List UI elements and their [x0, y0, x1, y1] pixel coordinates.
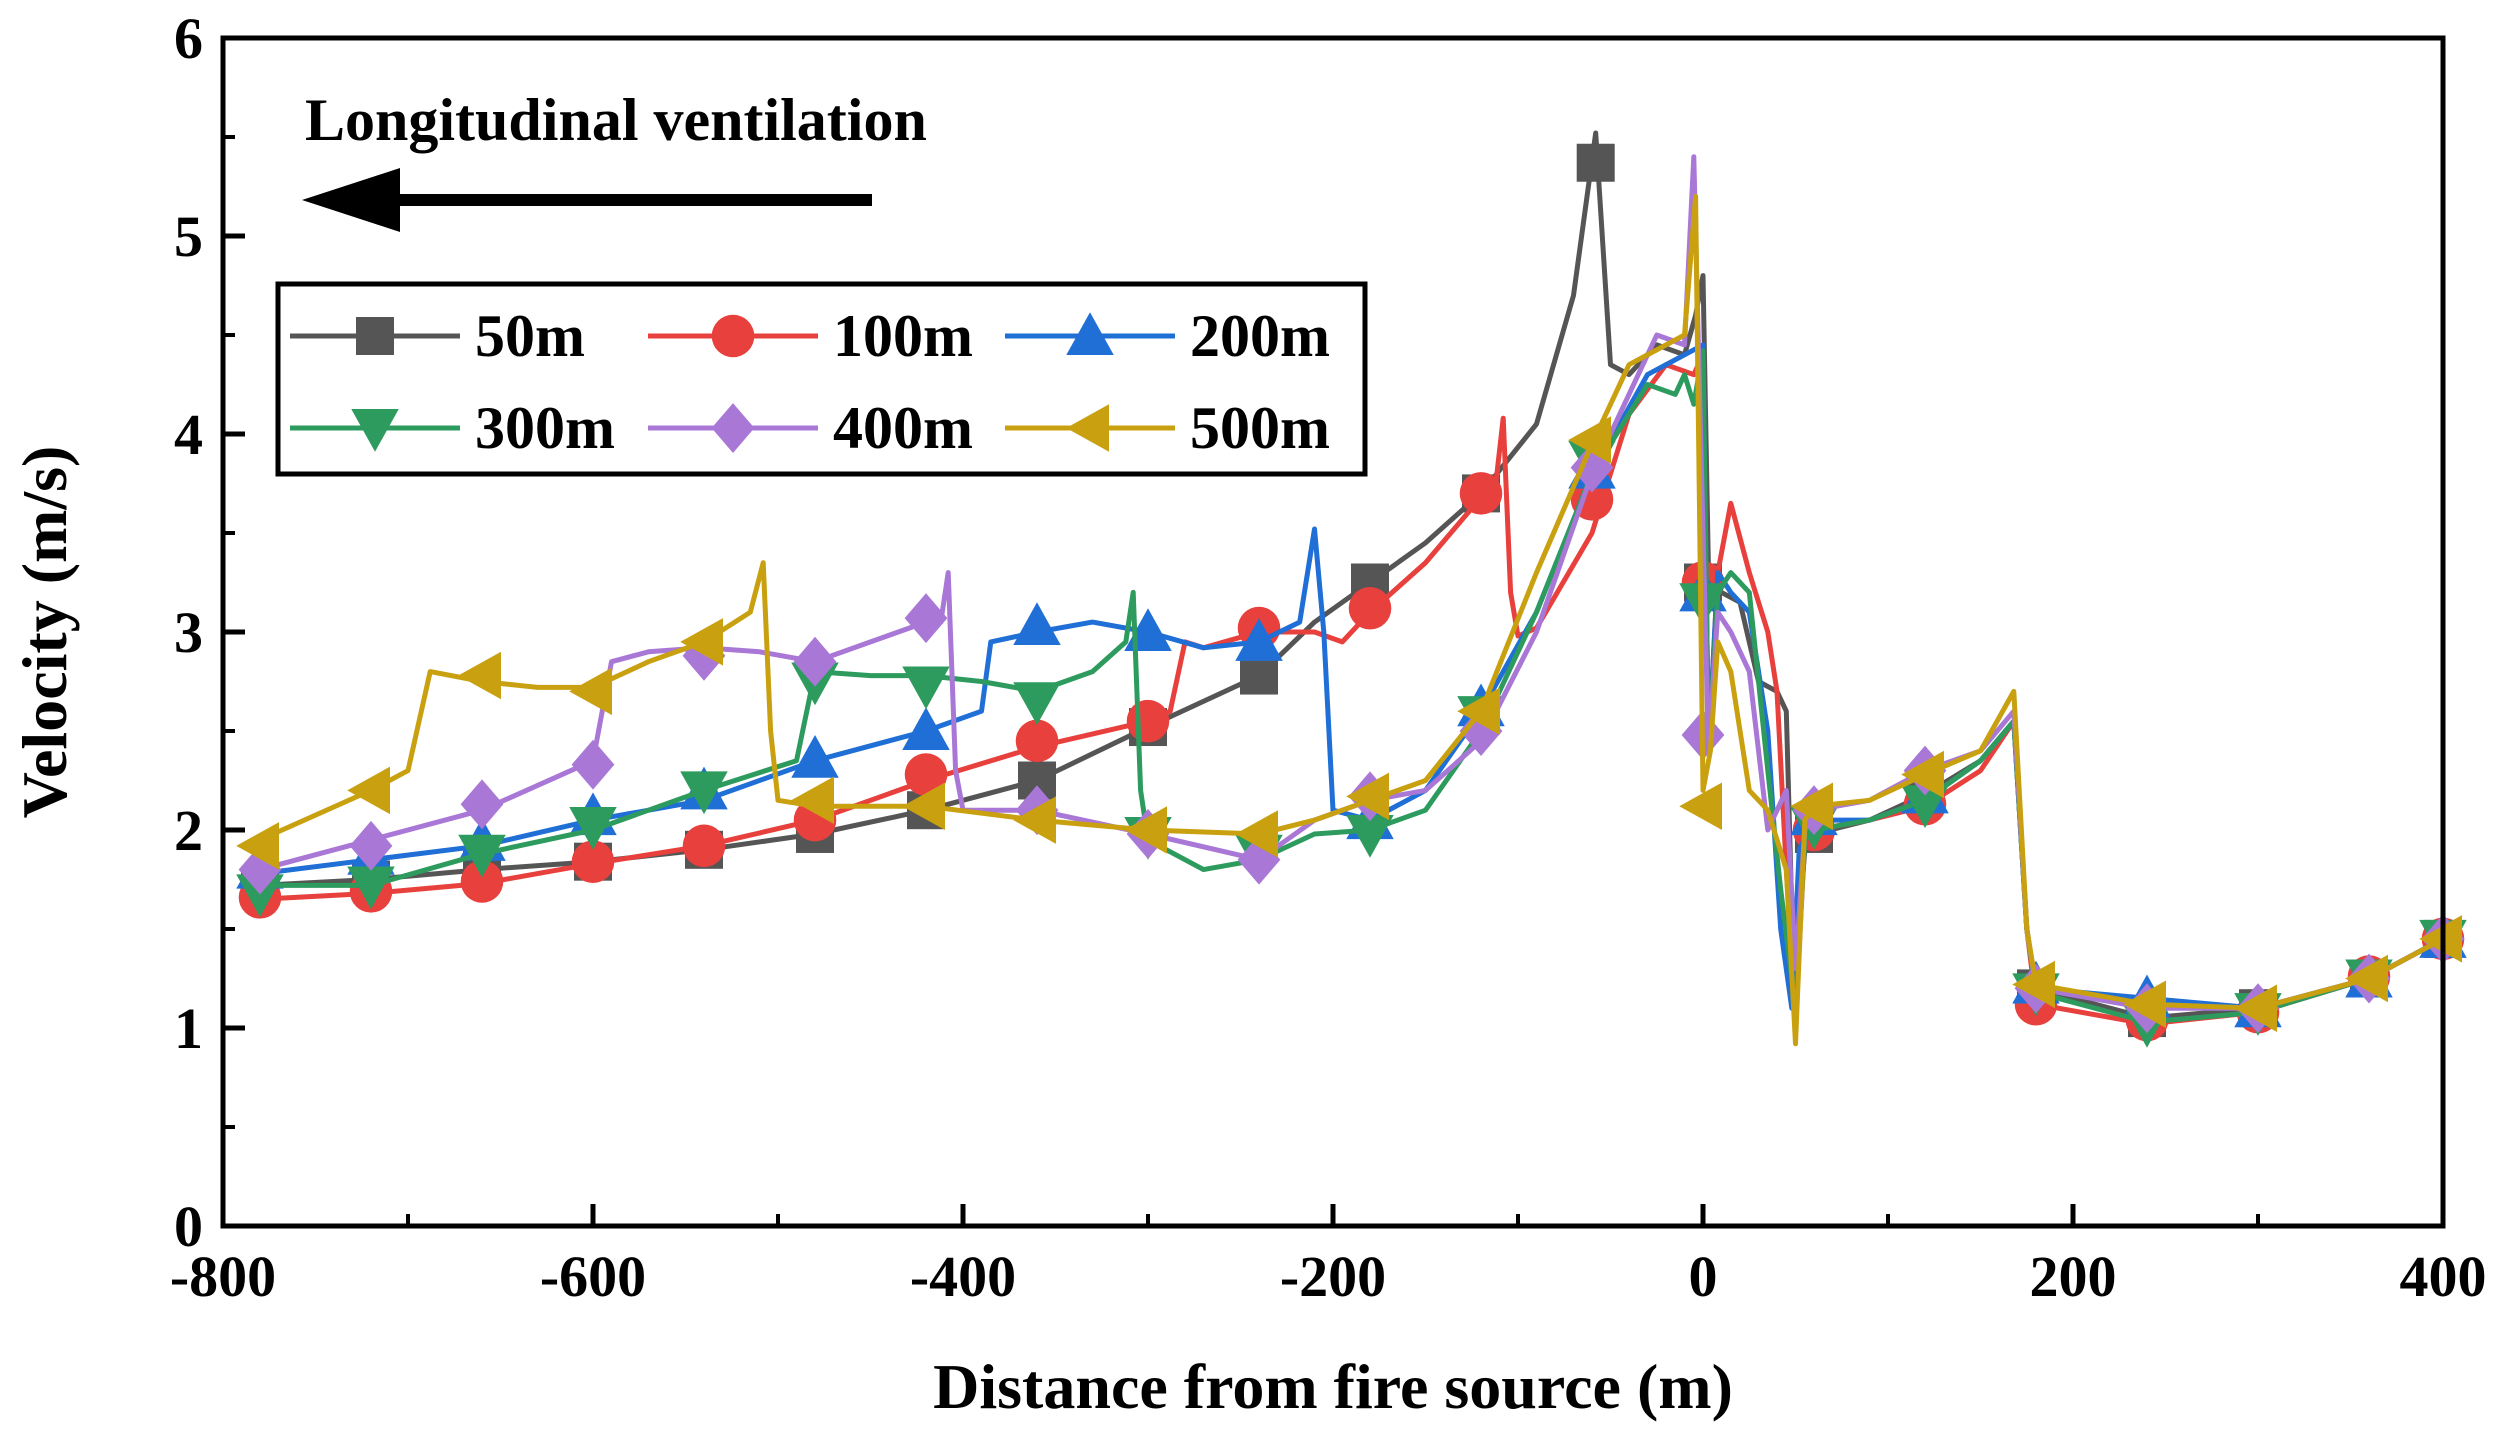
- tick-labels: -800 -600 -400 -200 0 200 400 0 1 2 3 4 5 6: [170, 6, 2487, 1309]
- marker-200m-9: [1235, 618, 1283, 661]
- ventilation-annotation: Longitudinal ventilation: [305, 87, 927, 153]
- marker-100m-6: [904, 753, 948, 796]
- y-axis-title: Velocity (m/s): [9, 446, 80, 819]
- legend-label: 50m: [475, 303, 585, 369]
- marker-400m-1: [349, 820, 393, 871]
- marker-500m-18: [2234, 984, 2277, 1032]
- y-tick-label: 3: [174, 600, 203, 665]
- legend-label: 500m: [1190, 395, 1330, 461]
- y-tick-label: 4: [174, 402, 203, 467]
- legend-entry-400m: 400m: [648, 395, 973, 461]
- marker-100m-2: [460, 860, 504, 903]
- legend-label: 200m: [1190, 303, 1330, 369]
- marker-300m-10: [1346, 814, 1394, 858]
- marker-100m-4: [682, 824, 726, 868]
- x-axis-title: Distance from fire source (m): [933, 1351, 1733, 1422]
- marker-500m-2: [458, 651, 501, 700]
- x-tick-label: 200: [2030, 1244, 2117, 1309]
- x-tick-label: -400: [910, 1244, 1016, 1309]
- legend-marker-300m: [351, 409, 399, 452]
- marker-500m-16: [2012, 960, 2055, 1009]
- marker-500m-3: [569, 667, 612, 716]
- marker-500m-7: [1013, 796, 1056, 844]
- marker-500m-14: [1790, 782, 1833, 830]
- marker-500m-6: [902, 782, 945, 830]
- marker-500m-15: [1901, 750, 1944, 799]
- legend-entry-200m: 200m: [1005, 303, 1330, 369]
- marker-200m-7: [1013, 602, 1061, 646]
- marker-500m-19: [2345, 954, 2388, 1003]
- marker-500m-0: [236, 822, 279, 870]
- marker-100m-11: [1459, 472, 1503, 515]
- legend-marker-400m: [711, 403, 755, 453]
- marker-300m-0: [236, 874, 284, 918]
- legend: 50m 100m 200m 300m 400m 500m: [275, 281, 1368, 477]
- marker-500m-4: [680, 618, 723, 666]
- legend-label: 300m: [475, 395, 615, 461]
- x-tick-label: -200: [1280, 1244, 1386, 1309]
- marker-500m-12: [1568, 416, 1611, 464]
- y-tick-label: 1: [174, 996, 203, 1061]
- legend-entry-100m: 100m: [648, 303, 973, 369]
- legend-label: 100m: [833, 303, 973, 369]
- legend-marker-100m: [711, 314, 755, 358]
- marker-500m-11: [1457, 687, 1500, 735]
- marker-500m-10: [1346, 772, 1389, 821]
- x-tick-label: -600: [540, 1244, 646, 1309]
- y-tick-label: 5: [174, 204, 203, 269]
- ventilation-arrow: [302, 168, 872, 232]
- x-tick-label: 400: [2400, 1244, 2487, 1309]
- marker-300m-2: [458, 834, 506, 878]
- y-tick-label: 2: [174, 798, 203, 863]
- series-layer: [236, 130, 2467, 1048]
- marker-400m-3: [571, 739, 615, 790]
- legend-marker-200m: [1066, 312, 1114, 355]
- marker-100m-8: [1126, 699, 1170, 743]
- marker-300m-3: [569, 807, 617, 850]
- y-tick-label: 6: [174, 6, 203, 71]
- marker-500m-13: [1679, 782, 1722, 830]
- marker-300m-6: [902, 666, 950, 710]
- legend-label: 400m: [833, 395, 973, 461]
- marker-100m-7: [1015, 719, 1059, 763]
- y-tick-label: 0: [174, 1194, 203, 1259]
- marker-200m-5: [791, 734, 839, 778]
- x-tick-label: -800: [170, 1244, 276, 1309]
- marker-500m-9: [1235, 810, 1278, 858]
- marker-50m-12: [1576, 143, 1615, 182]
- marker-300m-7: [1013, 682, 1061, 726]
- legend-marker-500m: [1066, 404, 1109, 452]
- legend-marker-50m: [356, 317, 394, 355]
- marker-400m-5: [793, 636, 837, 687]
- marker-500m-5: [791, 776, 834, 825]
- legend-entry-500m: 500m: [1005, 395, 1330, 461]
- ticks-layer: [220, 35, 2446, 1229]
- marker-100m-3: [571, 840, 615, 883]
- marker-50m-9: [1240, 656, 1278, 695]
- legend-entry-50m: 50m: [290, 303, 585, 369]
- x-tick-label: 0: [1689, 1244, 1718, 1309]
- marker-300m-15: [1901, 785, 1949, 829]
- legend-entry-300m: 300m: [290, 395, 615, 461]
- marker-500m-8: [1124, 806, 1167, 854]
- marker-300m-4: [680, 771, 728, 815]
- marker-500m-1: [347, 766, 390, 815]
- marker-500m-17: [2123, 980, 2166, 1028]
- marker-400m-6: [904, 593, 948, 644]
- legend-box: [275, 281, 1368, 477]
- marker-200m-6: [902, 707, 950, 750]
- marker-100m-10: [1348, 586, 1392, 630]
- arrow-head-icon: [302, 168, 400, 232]
- marker-400m-2: [460, 779, 504, 830]
- series-500m: [236, 193, 2462, 1047]
- marker-300m-1: [347, 866, 395, 910]
